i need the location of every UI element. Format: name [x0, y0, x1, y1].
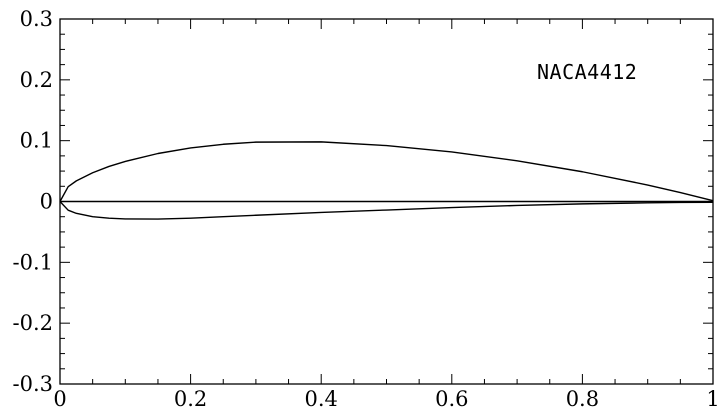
axis-ticks	[59, 18, 714, 385]
upper-surface-line	[59, 141, 714, 202]
x-tick-label: 0.6	[435, 387, 468, 410]
tick-labels: 0 0.2 0.4 0.6 0.8 1 0.3 0.2 0.1 0 -0.1 -0.2 -0.3	[13, 7, 718, 410]
y-tick-label: 0.1	[20, 129, 53, 153]
y-tick-label: -0.2	[13, 311, 54, 335]
y-tick-label: -0.3	[13, 372, 54, 396]
y-tick-label: 0.2	[20, 68, 53, 92]
x-tick-label: 1	[706, 387, 718, 410]
y-tick-label: 0	[40, 190, 53, 214]
lower-surface-line	[59, 201, 714, 220]
x-tick-label: 0	[53, 387, 66, 410]
y-tick-label: 0.3	[20, 7, 53, 31]
x-tick-label: 0.2	[174, 387, 207, 410]
airfoil-annotation: NACA4412	[537, 60, 637, 84]
x-tick-label: 0.8	[566, 387, 599, 410]
series-group	[59, 141, 714, 220]
x-tick-label: 0.4	[304, 387, 337, 410]
y-tick-label: -0.1	[13, 250, 54, 274]
